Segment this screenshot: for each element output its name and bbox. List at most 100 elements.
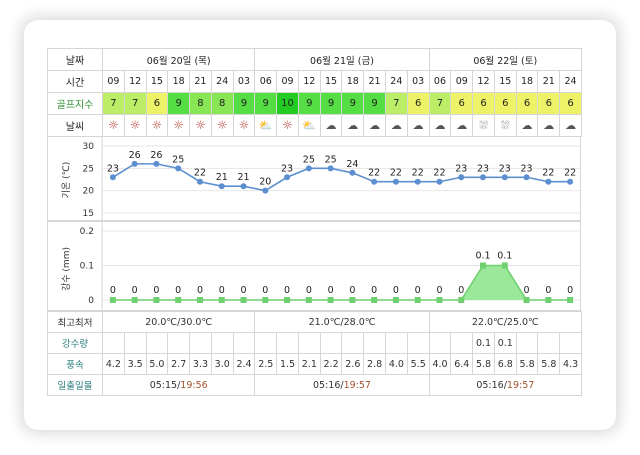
wind-cell: 5.8 bbox=[537, 353, 561, 375]
weather-cell: ⛆ bbox=[493, 114, 517, 137]
rainfall-cell bbox=[297, 332, 321, 354]
rainfall-cell: 0.1 bbox=[472, 332, 495, 354]
temp-point bbox=[262, 187, 269, 194]
sun-icon: ☼ bbox=[216, 118, 228, 132]
hour-row: 시간 09 12 15 18 21 24 03 06 09 12 15 18 21 24 03 06 09 12 1… bbox=[47, 70, 582, 93]
rainfall-cell bbox=[210, 332, 234, 354]
temp-point bbox=[414, 178, 421, 185]
weather-cell: ☼ bbox=[167, 114, 191, 137]
temp-axis-label: 기온 (℃) bbox=[61, 162, 72, 199]
hour-cell: 12 bbox=[297, 70, 321, 93]
cloud-icon: ☁ bbox=[412, 118, 424, 132]
rainfall-cell bbox=[102, 332, 125, 354]
rain-value-label: 0 bbox=[436, 285, 442, 296]
rain-value-label: 0 bbox=[371, 285, 377, 296]
day-header: 06월 20일 (목) bbox=[101, 48, 256, 71]
rain-ytick: 0.1 bbox=[80, 262, 94, 272]
rain-point bbox=[501, 262, 508, 269]
rain-cloud-icon: ⛆ bbox=[500, 118, 510, 132]
temp-point bbox=[284, 174, 291, 181]
temp-value-label: 23 bbox=[455, 163, 467, 174]
rain-value-label: 0 bbox=[175, 285, 181, 296]
wind-cell: 3.0 bbox=[210, 353, 234, 375]
wind-cell: 1.5 bbox=[276, 353, 299, 375]
rain-value-label: 0 bbox=[393, 285, 399, 296]
golf-index-cell: 6 bbox=[493, 92, 517, 115]
temp-value-label: 25 bbox=[303, 154, 315, 165]
golf-index-cell: 6 bbox=[515, 92, 539, 115]
sun-row: 일출일몰 05:15/19:56 05:16/19:57 05:16/19:57 bbox=[47, 374, 583, 396]
hour-cell: 15 bbox=[319, 70, 343, 93]
cloud-icon: ☁ bbox=[543, 118, 555, 132]
temp-point bbox=[523, 174, 530, 181]
temp-value-label: 23 bbox=[281, 163, 293, 174]
rain-point bbox=[284, 297, 291, 303]
hour-cell: 03 bbox=[232, 70, 256, 93]
golf-index-cell: 6 bbox=[537, 92, 561, 115]
temp-point bbox=[305, 165, 312, 172]
sunset-time: 19:57 bbox=[506, 379, 535, 391]
temp-value-label: 22 bbox=[564, 168, 576, 179]
weather-cell: ☼ bbox=[189, 114, 212, 137]
weather-label: 날씨 bbox=[47, 114, 103, 137]
temp-value-label: 25 bbox=[325, 154, 337, 165]
hour-cell: 12 bbox=[123, 70, 147, 93]
hour-cell: 18 bbox=[341, 70, 365, 93]
wind-cell: 2.1 bbox=[297, 353, 321, 375]
forecast-detail-table: 최고최저 20.0℃/30.0℃ 21.0℃/28.0℃ 22.0℃/25.0℃ 강… bbox=[47, 311, 583, 396]
temp-value-label: 23 bbox=[107, 163, 119, 174]
rainfall-row: 강수량 0.1 0.1 bbox=[47, 332, 582, 354]
hour-cell: 09 bbox=[276, 70, 299, 93]
hour-cell: 06 bbox=[428, 70, 452, 93]
rainfall-cell bbox=[319, 332, 343, 354]
rainfall-cell bbox=[537, 332, 561, 354]
rain-value-label: 0.1 bbox=[475, 251, 490, 262]
rain-point bbox=[218, 297, 225, 303]
rainfall-cell bbox=[254, 332, 278, 354]
wind-cell: 4.0 bbox=[428, 353, 452, 375]
sun-icon: ☼ bbox=[238, 118, 250, 132]
weather-cell: ☁ bbox=[384, 114, 408, 137]
minmax-cell: 20.0℃/30.0℃ bbox=[101, 311, 256, 333]
rain-point bbox=[175, 297, 182, 303]
golf-index-cell: 8 bbox=[210, 92, 234, 115]
weather-cell: ☁ bbox=[319, 114, 343, 137]
rain-value-label: 0 bbox=[567, 285, 573, 296]
weather-cell: ☁ bbox=[515, 114, 539, 137]
weather-cell: ☁ bbox=[428, 114, 452, 137]
weather-cell: ⛅ bbox=[297, 114, 321, 137]
sun-icon: ☼ bbox=[129, 118, 141, 132]
temp-value-label: 26 bbox=[129, 150, 141, 161]
rain-ytick: 0 bbox=[88, 296, 94, 306]
rain-value-label: 0 bbox=[219, 285, 225, 296]
golf-index-cell: 9 bbox=[363, 92, 386, 115]
temp-frame bbox=[47, 136, 581, 221]
temp-point bbox=[327, 165, 334, 172]
cloud-icon: ☁ bbox=[369, 118, 381, 132]
rain-value-label: 0 bbox=[415, 285, 421, 296]
cloud-icon: ☁ bbox=[434, 118, 446, 132]
rain-point bbox=[262, 297, 269, 303]
temp-value-label: 24 bbox=[346, 159, 358, 170]
temp-ytick: 20 bbox=[83, 187, 95, 197]
sun-times-cell: 05:16/19:57 bbox=[428, 374, 583, 396]
temp-point bbox=[109, 174, 116, 181]
rain-value-label: 0 bbox=[132, 285, 138, 296]
rain-value-label: 0 bbox=[458, 285, 464, 296]
sun-separator: / bbox=[503, 379, 507, 391]
temp-point bbox=[175, 165, 182, 172]
temp-value-label: 20 bbox=[259, 177, 271, 188]
temp-point bbox=[458, 174, 465, 181]
cloud-icon: ☁ bbox=[521, 118, 533, 132]
temp-series-line bbox=[112, 163, 571, 192]
temp-ytick: 15 bbox=[83, 209, 94, 219]
temp-point bbox=[218, 183, 225, 190]
weather-cell: ☼ bbox=[102, 114, 125, 137]
temp-point bbox=[196, 178, 203, 185]
sun-separator: / bbox=[177, 379, 181, 391]
sun-icon: ☼ bbox=[151, 118, 163, 132]
sun-cloud-icon: ⛅ bbox=[258, 118, 273, 132]
rain-value-label: 0 bbox=[284, 285, 290, 296]
sunset-time: 19:57 bbox=[343, 379, 371, 391]
weather-cell: ☼ bbox=[123, 114, 147, 137]
